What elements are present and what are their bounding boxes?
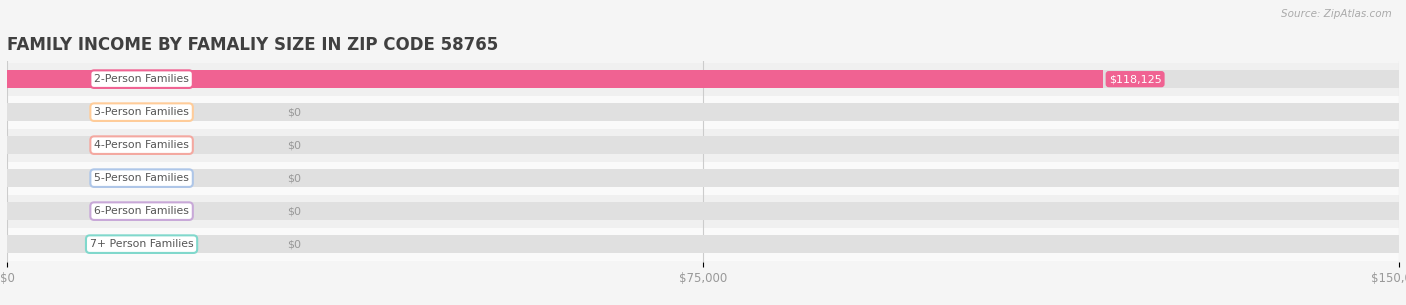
Text: Source: ZipAtlas.com: Source: ZipAtlas.com [1281,9,1392,19]
Bar [7,136,1399,154]
Text: 3-Person Families: 3-Person Families [94,107,188,117]
Text: $0: $0 [287,107,301,117]
Bar [7,96,1399,129]
Bar [7,228,1399,261]
Bar [7,195,1399,228]
Bar [7,169,1399,187]
Text: $0: $0 [287,140,301,150]
Text: $0: $0 [287,239,301,249]
Bar [7,63,1399,96]
Text: $0: $0 [287,206,301,216]
Bar [7,129,1399,162]
Bar [7,162,1399,195]
Bar [7,202,1399,220]
Text: 5-Person Families: 5-Person Families [94,173,188,183]
Bar [7,70,1104,88]
Text: 6-Person Families: 6-Person Families [94,206,188,216]
Text: $0: $0 [287,173,301,183]
Text: 2-Person Families: 2-Person Families [94,74,188,84]
Text: $118,125: $118,125 [1109,74,1161,84]
Text: 7+ Person Families: 7+ Person Families [90,239,194,249]
Text: FAMILY INCOME BY FAMALIY SIZE IN ZIP CODE 58765: FAMILY INCOME BY FAMALIY SIZE IN ZIP COD… [7,36,498,54]
Text: 4-Person Families: 4-Person Families [94,140,188,150]
Bar [7,70,1399,88]
Bar [7,235,1399,253]
Bar [7,103,1399,121]
